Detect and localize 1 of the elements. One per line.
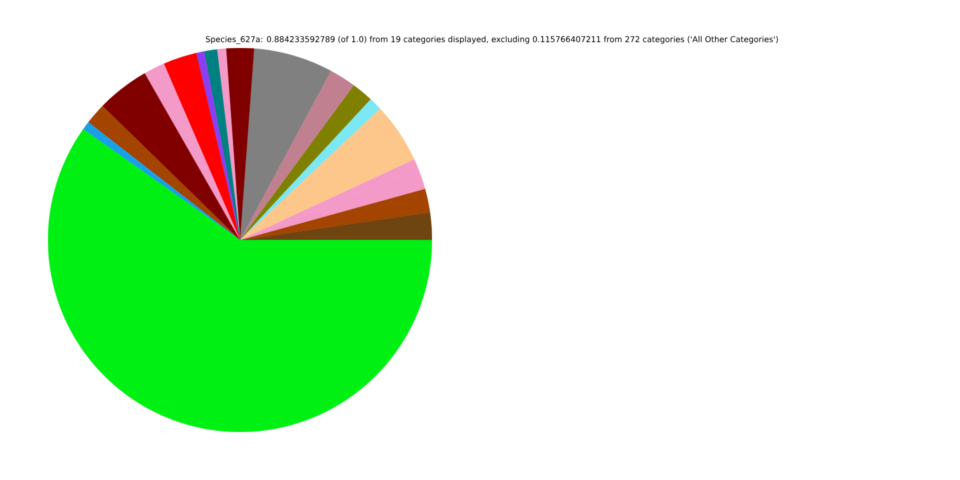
text: Species_627a: 0.884233592789 (of 1.0) from 19 categories displayed, excluding 0.115766407211 from 272 categories ('All Other Categories') — [206, 36, 778, 44]
